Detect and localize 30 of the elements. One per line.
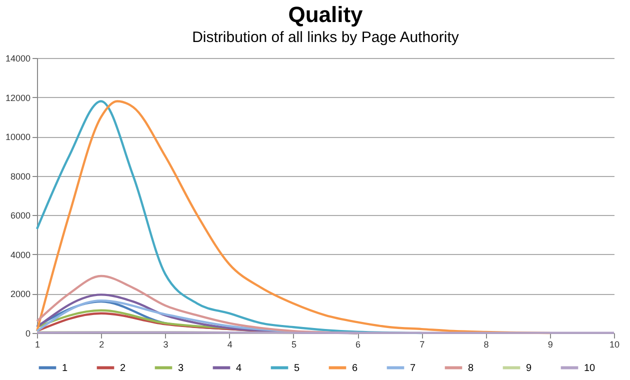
x-tick-label: 7 bbox=[420, 340, 425, 350]
legend-label: 1 bbox=[62, 362, 68, 374]
legend-label: 4 bbox=[236, 362, 242, 374]
legend-label: 7 bbox=[410, 362, 416, 374]
y-tick-label: 6000 bbox=[10, 210, 30, 221]
legend-label: 10 bbox=[584, 362, 596, 374]
y-tick-label: 0 bbox=[25, 328, 30, 338]
y-tick-label: 10000 bbox=[5, 132, 30, 142]
x-tick-label: 4 bbox=[227, 340, 232, 350]
legend-label: 6 bbox=[352, 362, 358, 374]
legend-label: 3 bbox=[178, 362, 184, 374]
y-tick-label: 12000 bbox=[5, 92, 30, 103]
x-tick-label: 9 bbox=[548, 340, 553, 350]
x-tick-label: 10 bbox=[609, 340, 620, 350]
y-tick-label: 14000 bbox=[5, 54, 30, 64]
y-tick-label: 8000 bbox=[10, 171, 30, 182]
x-tick-label: 6 bbox=[356, 340, 361, 350]
chart-subtitle: Distribution of all links by Page Authority bbox=[192, 29, 460, 46]
x-tick-label: 8 bbox=[484, 340, 489, 350]
legend-label: 8 bbox=[468, 362, 474, 374]
y-tick-label: 4000 bbox=[10, 250, 30, 260]
x-tick-label: 3 bbox=[163, 340, 168, 350]
x-tick-label: 1 bbox=[34, 340, 40, 350]
legend-label: 5 bbox=[294, 362, 300, 374]
x-tick-label: 5 bbox=[291, 340, 296, 350]
x-tick-label: 2 bbox=[99, 340, 104, 350]
chart-title: Quality bbox=[288, 2, 364, 27]
legend-label: 2 bbox=[120, 362, 126, 374]
legend-label: 9 bbox=[526, 362, 532, 374]
y-tick-label: 2000 bbox=[10, 289, 30, 300]
